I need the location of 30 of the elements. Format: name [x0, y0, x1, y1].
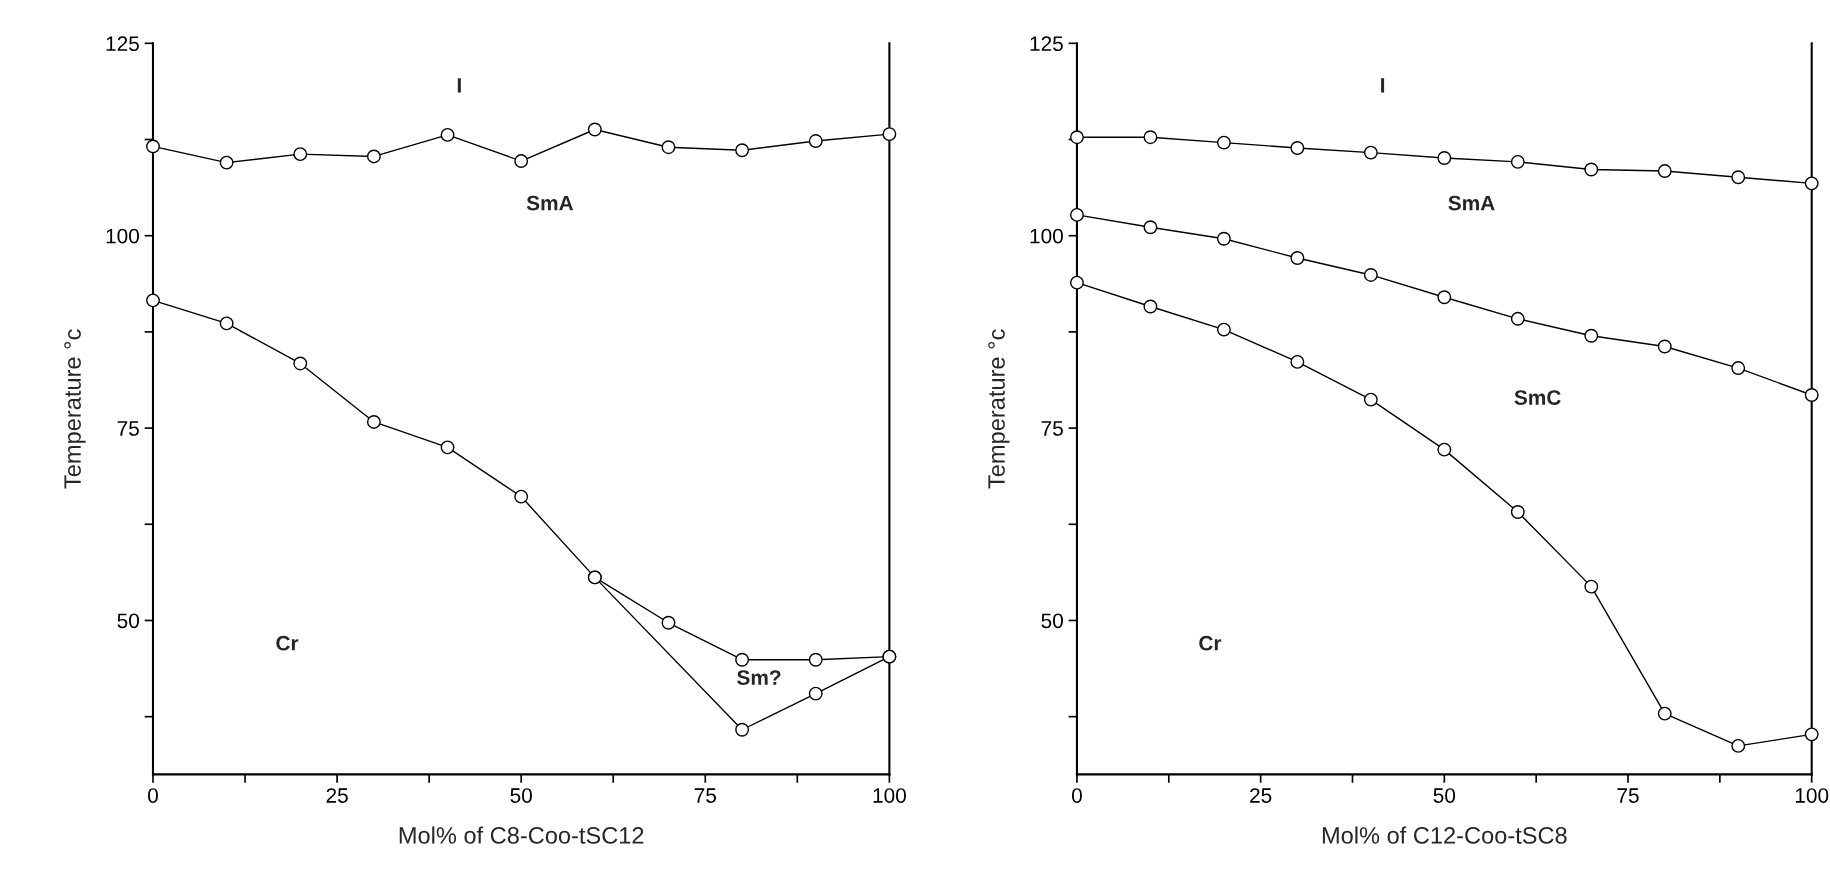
y-tick-label: 100	[1030, 228, 1063, 244]
y-axis-title: Temperature °c	[988, 329, 1010, 489]
x-axis-title: Mol% of C8-Coo-tSC12	[399, 826, 644, 844]
x-tick-label: 25	[1250, 788, 1272, 803]
x-tick-label: 50	[510, 788, 532, 803]
annotation: Sm?	[737, 670, 781, 685]
x-tick-label: 25	[326, 788, 348, 803]
y-tick-label: 75	[1041, 421, 1063, 436]
annotation: SmA	[1448, 195, 1495, 211]
y-tick-label: 125	[106, 36, 139, 52]
annotation: I	[1381, 78, 1385, 93]
y-tick-label: 50	[117, 613, 139, 629]
x-tick-label: 0	[148, 788, 158, 803]
x-tick-label: 100	[1795, 788, 1829, 803]
y-tick-label: 50	[1041, 613, 1063, 629]
annotation: Cr	[1199, 635, 1222, 651]
x-tick-label: 75	[694, 788, 716, 803]
annotation: Cr	[276, 635, 299, 651]
x-tick-label: 0	[1071, 788, 1082, 803]
y-tick-label: 100	[106, 228, 139, 244]
y-tick-label: 75	[117, 421, 139, 436]
y-tick-label: 125	[1030, 36, 1063, 52]
annotation: SmC	[1514, 390, 1561, 405]
annotation: I	[457, 78, 461, 93]
x-tick-label: 50	[1433, 788, 1456, 803]
x-tick-label: 100	[873, 788, 906, 803]
y-axis-title: Temperature °c	[64, 329, 86, 489]
x-axis-title: Mol% of C12-Coo-tSC8	[1322, 826, 1567, 844]
x-tick-label: 75	[1617, 788, 1639, 803]
annotation: SmA	[526, 195, 574, 211]
